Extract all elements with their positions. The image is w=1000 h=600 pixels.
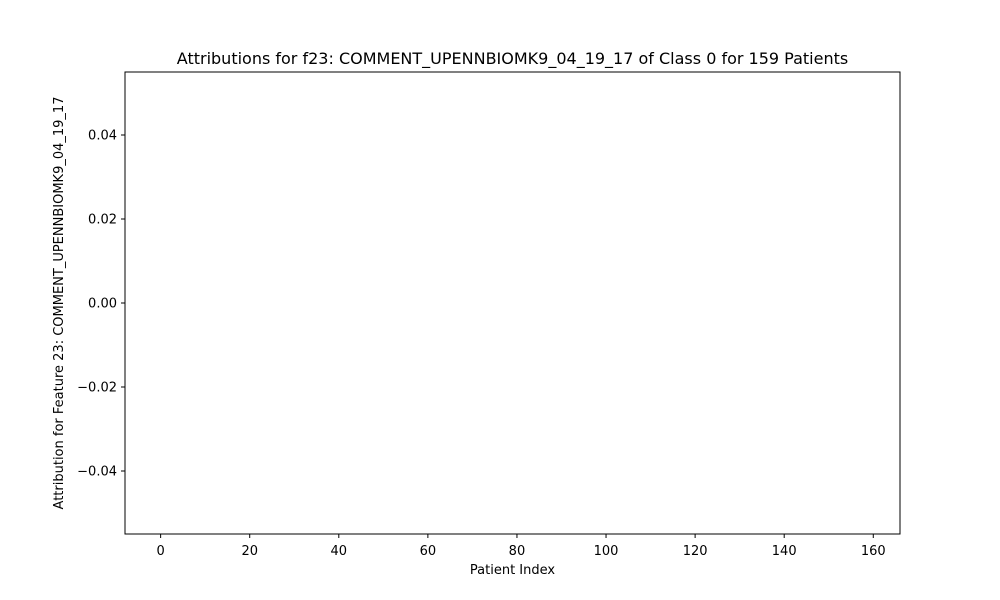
x-axis-label: Patient Index	[470, 563, 555, 578]
chart-title: Attributions for f23: COMMENT_UPENNBIOMK…	[177, 49, 848, 69]
x-tick-label: 0	[156, 544, 164, 559]
plot-background	[125, 72, 900, 534]
y-axis-label: Attribution for Feature 23: COMMENT_UPEN…	[52, 97, 67, 510]
y-tick-label: −0.02	[77, 381, 117, 396]
y-tick-label: 0.00	[88, 297, 117, 312]
x-tick-label: 20	[241, 544, 258, 559]
x-tick-label: 40	[331, 544, 348, 559]
x-tick-label: 80	[509, 544, 526, 559]
y-axis: −0.04 −0.02 0.00 0.02 0.04	[77, 129, 125, 480]
x-tick-label: 120	[683, 544, 708, 559]
plot-area	[124, 71, 901, 535]
x-tick-label: 160	[861, 544, 886, 559]
y-tick-label: −0.04	[77, 465, 117, 480]
x-tick-label: 60	[420, 544, 437, 559]
x-tick-label: 100	[594, 544, 619, 559]
x-tick-label: 140	[772, 544, 797, 559]
y-tick-label: 0.02	[88, 213, 117, 228]
x-axis: 0 20 40 60 80 100 120 140 160	[156, 534, 886, 559]
y-tick-label: 0.04	[88, 129, 117, 144]
